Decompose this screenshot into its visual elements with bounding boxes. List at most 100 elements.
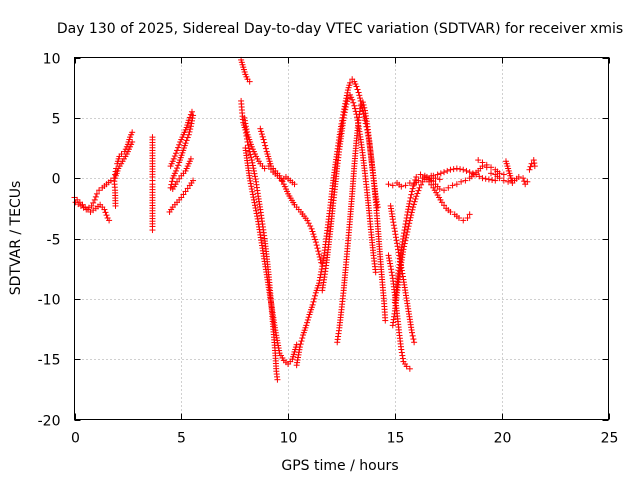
x-tick-label: 10 xyxy=(280,431,298,447)
data-point xyxy=(412,195,419,202)
data-point xyxy=(527,163,534,170)
data-point xyxy=(466,211,473,218)
data-point xyxy=(242,123,249,130)
data-point xyxy=(408,329,415,336)
data-point xyxy=(107,177,114,184)
data-point xyxy=(248,157,255,164)
data-point xyxy=(447,166,454,173)
data-point xyxy=(389,272,396,279)
data-point xyxy=(305,314,312,321)
data-point xyxy=(524,178,531,185)
plot-frame xyxy=(74,57,609,420)
data-point xyxy=(460,166,467,173)
data-point xyxy=(488,170,495,177)
data-point xyxy=(296,344,303,351)
data-point xyxy=(243,126,250,133)
data-point xyxy=(245,142,252,149)
data-point xyxy=(353,83,360,90)
data-point xyxy=(500,177,507,184)
data-point xyxy=(355,89,362,96)
data-point xyxy=(172,167,179,174)
data-point xyxy=(251,199,258,206)
data-point xyxy=(317,256,324,263)
data-point xyxy=(406,365,413,372)
data-point xyxy=(176,141,183,148)
data-point xyxy=(436,176,443,183)
data-point xyxy=(314,245,321,252)
data-point xyxy=(187,111,194,118)
data-point xyxy=(373,198,380,205)
data-point xyxy=(185,117,192,124)
data-point xyxy=(180,191,187,198)
data-point xyxy=(394,243,401,250)
data-point xyxy=(250,167,257,174)
data-point xyxy=(254,213,261,220)
data-point xyxy=(170,155,177,162)
data-point xyxy=(247,180,254,187)
data-point xyxy=(408,209,415,216)
data-point xyxy=(187,123,194,130)
data-point xyxy=(172,150,179,157)
data-point xyxy=(411,198,418,205)
data-point xyxy=(399,273,406,280)
data-point xyxy=(259,133,266,140)
data-point xyxy=(389,182,396,189)
data-point xyxy=(403,234,410,241)
data-point xyxy=(356,92,363,99)
data-point xyxy=(316,251,323,258)
x-tick-label: 5 xyxy=(177,431,186,447)
data-point xyxy=(251,173,258,180)
data-point xyxy=(357,95,364,102)
data-point xyxy=(410,201,417,208)
data-point xyxy=(526,166,533,173)
data-point xyxy=(496,175,503,182)
data-point xyxy=(304,319,311,326)
data-point xyxy=(312,292,319,299)
data-point xyxy=(188,117,195,124)
data-point xyxy=(413,173,420,180)
data-point xyxy=(436,186,443,193)
data-point xyxy=(528,160,535,167)
data-point xyxy=(262,142,269,149)
data-point xyxy=(457,166,464,173)
data-point xyxy=(189,115,196,122)
data-point xyxy=(408,212,415,219)
data-point xyxy=(243,128,250,135)
data-point xyxy=(248,186,255,193)
data-point xyxy=(185,131,192,138)
data-point xyxy=(374,204,381,211)
data-point xyxy=(475,157,482,164)
data-point xyxy=(308,225,315,232)
data-point xyxy=(309,301,316,308)
data-point xyxy=(350,99,357,106)
data-point xyxy=(447,208,454,215)
data-point xyxy=(341,112,348,119)
data-point xyxy=(352,105,359,112)
data-point xyxy=(395,246,402,253)
data-point xyxy=(261,165,268,172)
data-point xyxy=(401,240,408,247)
data-point xyxy=(258,128,265,135)
data-point xyxy=(316,254,323,261)
data-point xyxy=(411,339,418,346)
data-point xyxy=(102,209,109,216)
data-point xyxy=(372,193,379,200)
data-point xyxy=(444,167,451,174)
data-point xyxy=(404,226,411,233)
data-point xyxy=(274,376,281,383)
data-point xyxy=(190,177,197,184)
data-point xyxy=(414,190,421,197)
data-point xyxy=(374,201,381,208)
data-point xyxy=(437,170,444,177)
data-point xyxy=(483,161,490,168)
data-point xyxy=(279,178,286,185)
data-point xyxy=(426,178,433,185)
data-point xyxy=(315,248,322,255)
data-point xyxy=(183,137,190,144)
data-point xyxy=(252,176,259,183)
data-point xyxy=(399,355,406,362)
data-point xyxy=(410,336,417,343)
data-point xyxy=(500,171,507,178)
data-point xyxy=(304,217,311,224)
data-point xyxy=(479,159,486,166)
